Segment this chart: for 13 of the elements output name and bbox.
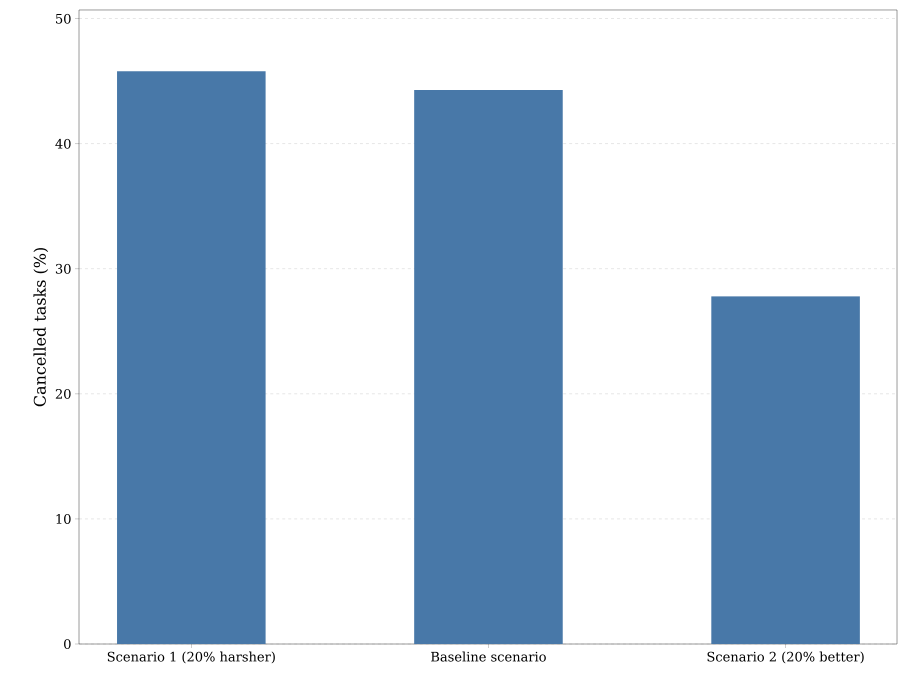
y-tick-label: 0: [64, 639, 71, 649]
y-tick-label: 40: [55, 138, 71, 149]
x-tick-label: Baseline scenario: [431, 652, 546, 662]
x-tick-label: Scenario 2 (20% better): [708, 652, 864, 664]
y-tick-label: 10: [56, 514, 71, 524]
x-tick-label: Scenario 1 (20% harsher): [108, 652, 275, 664]
y-axis-title: Cancelled tasks (%): [33, 248, 48, 406]
y-tick-label: 50: [56, 14, 71, 24]
bar: [414, 90, 563, 644]
y-tick-label: 30: [56, 264, 71, 274]
bar: [711, 296, 860, 644]
y-tick-label: 20: [56, 388, 71, 399]
bar: [117, 71, 266, 644]
